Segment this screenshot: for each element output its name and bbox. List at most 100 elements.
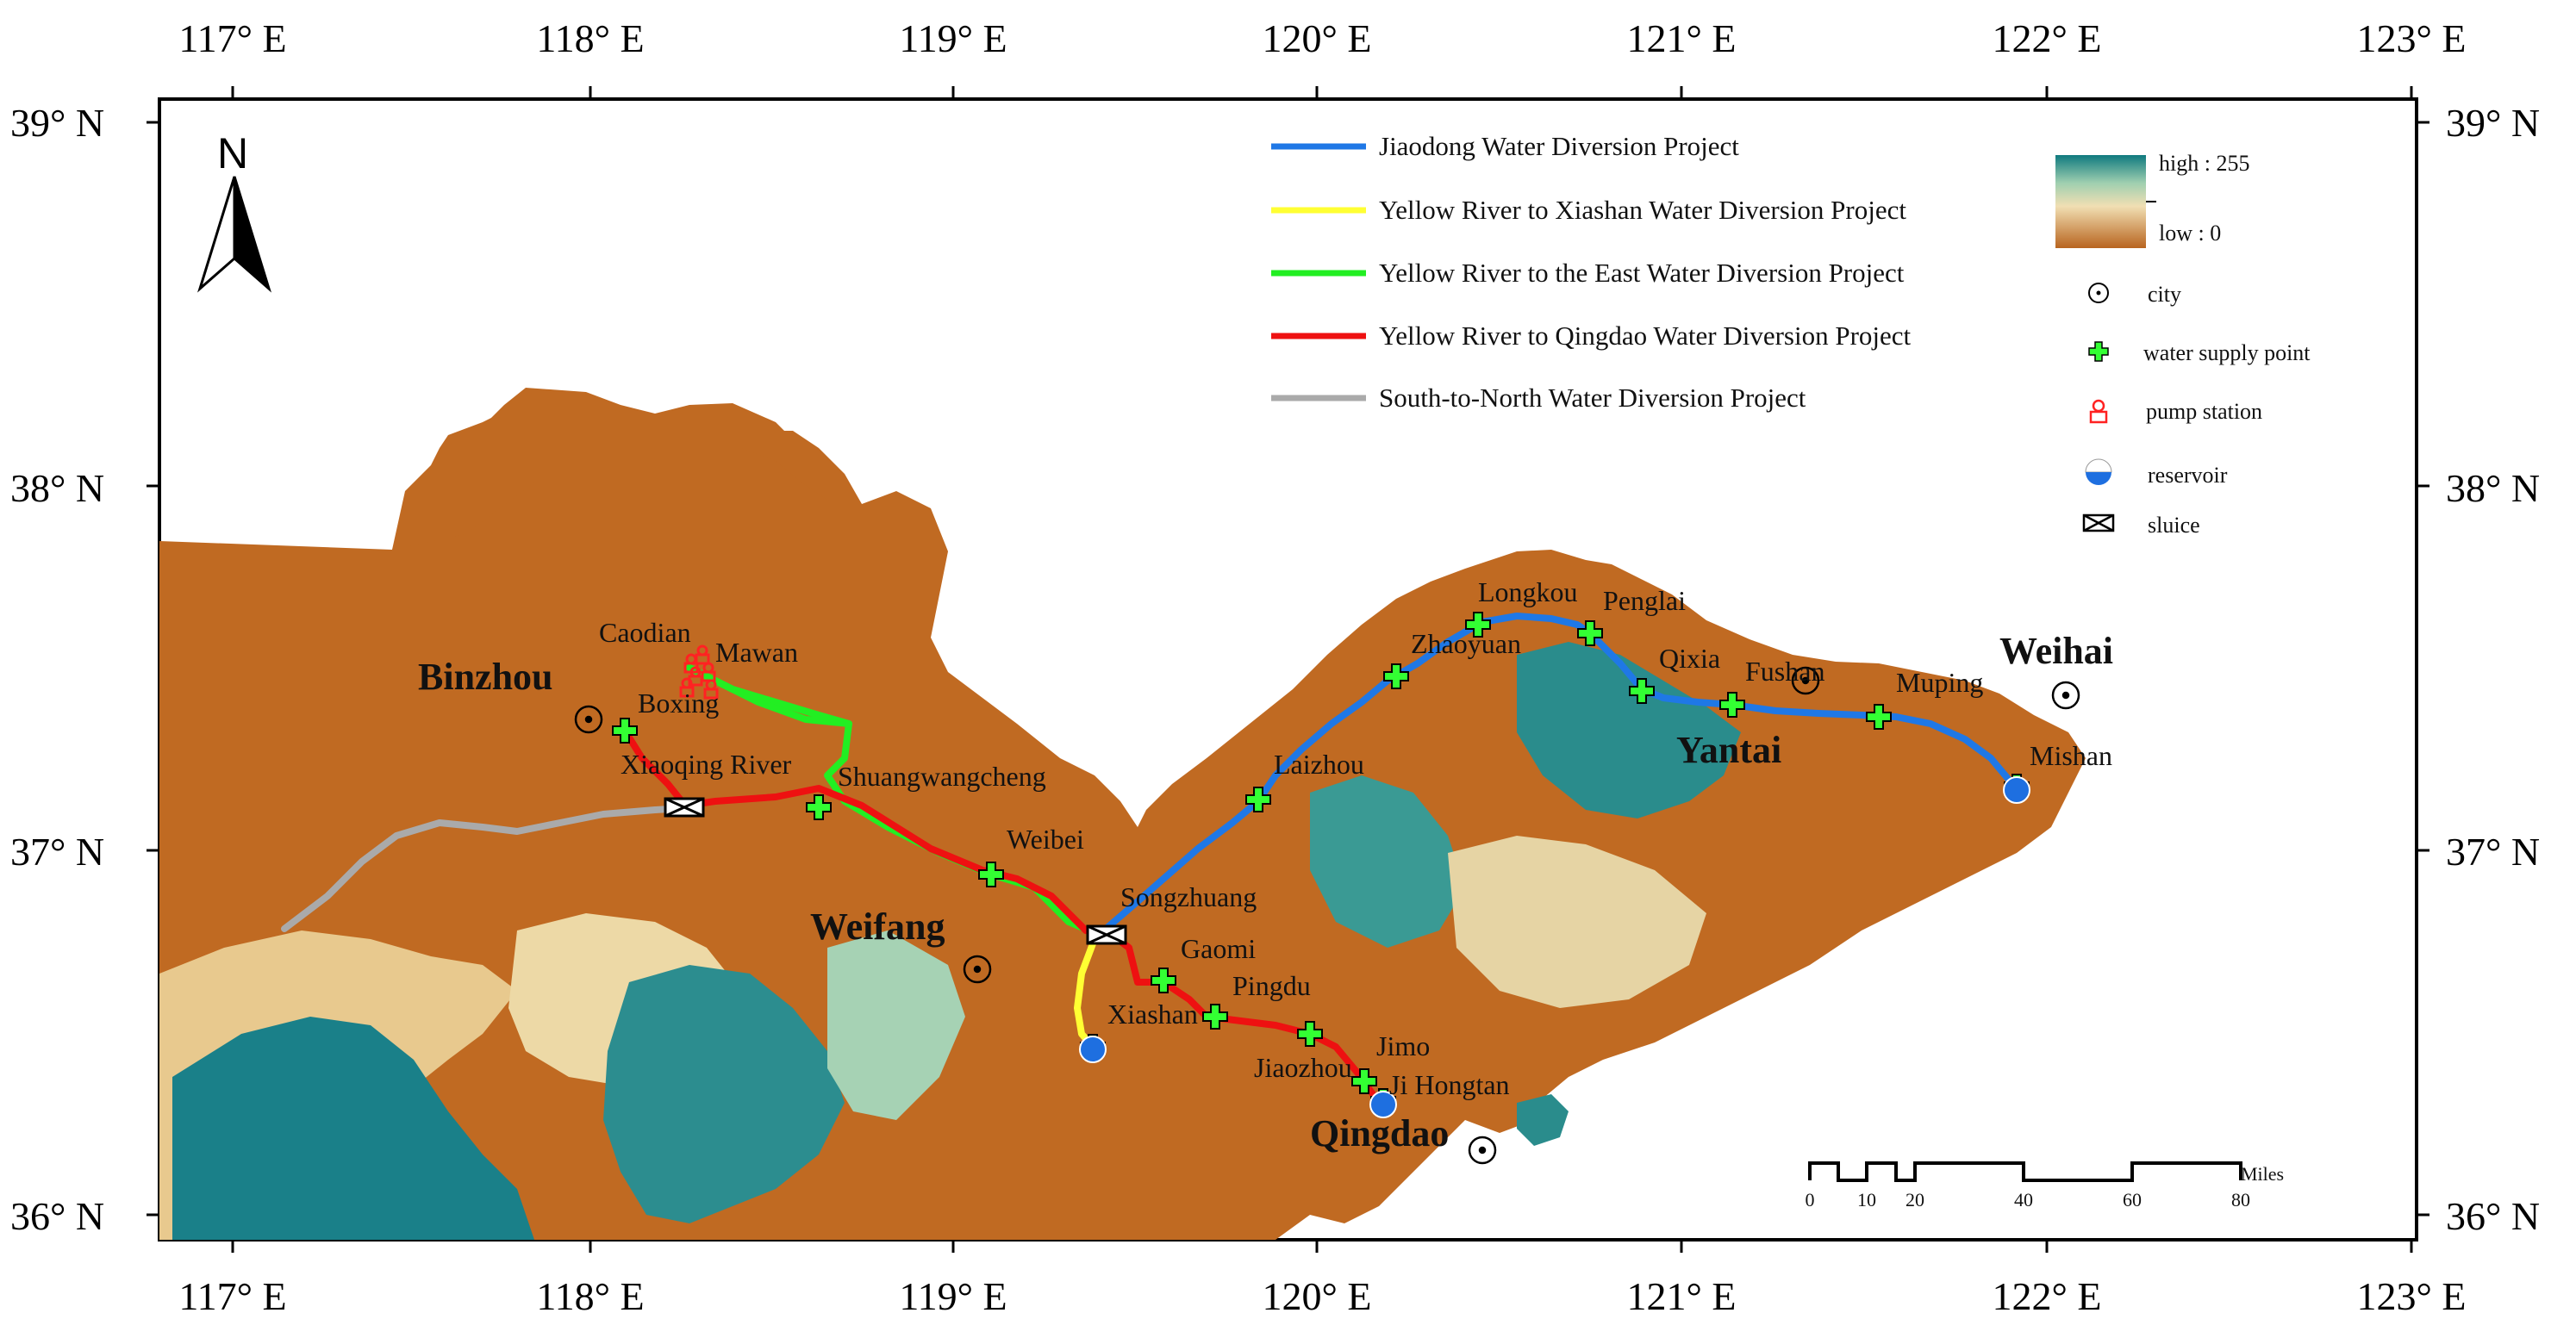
water-supply-point-icon [1577,620,1603,646]
water-supply-point-icon [1151,968,1176,993]
city-label-yantai: Yantai [1676,729,1781,771]
water-supply-point-icon [1719,692,1745,718]
water-supply-point-icon [1245,787,1271,812]
lat-label: 37° N [2446,830,2540,874]
lat-label: 38° N [10,466,104,510]
place-label: Qixia [1659,643,1720,674]
water-supply-point-icon [1351,1068,1377,1094]
water-supply-point-icon [1465,612,1491,638]
legend-symbol-label: sluice [2148,513,2200,538]
place-label: Fushan [1745,656,1824,687]
legend-label: Jiaodong Water Diversion Project [1379,131,1739,161]
reservoir-icon [2003,776,2030,804]
sluice-icon [2082,513,2115,532]
scale-tick: 80 [2231,1189,2250,1210]
place-label: Muping [1896,667,1983,698]
reservoir-icon [1369,1091,1397,1118]
place-label: Xiashan [1107,999,1198,1030]
city-symbols [574,666,2080,1165]
lat-label: 38° N [2446,466,2540,510]
lat-label: 39° N [10,101,104,145]
scale-bar: Miles 0 10 20 40 60 80 [1806,1161,2284,1210]
lon-label: 120° E [1263,16,1372,60]
place-label: Jiaozhou [1254,1052,1352,1083]
city-icon [2051,681,2080,710]
reservoir-icon [1079,1036,1107,1063]
place-label: Xiaoqing River [621,749,792,780]
route-yellow-to-qingdao [621,727,1382,1106]
legend-label: Yellow River to Xiashan Water Diversion … [1379,195,1906,225]
scale-tick: 10 [1857,1189,1876,1210]
lon-label: 122° E [1993,16,2102,60]
water-supply-point-icon [1202,1004,1228,1030]
lon-label: 123° E [2357,16,2467,60]
highland-east-inner [827,930,965,1120]
city-icon [1468,1136,1497,1165]
sluices [664,797,1127,945]
lon-label: 117° E [178,16,286,60]
scale-unit: Miles [2241,1163,2284,1185]
pump-station-icon [695,644,710,665]
water-supply-point-icon [1383,663,1409,689]
lon-label: 122° E [1993,1274,2102,1318]
laoshan-teal [1517,1094,1569,1146]
place-label: Caodian [599,617,691,648]
pump-station-icon [703,679,719,700]
water-supply-point-icon [978,862,1004,887]
city-label-weifang: Weifang [810,905,945,948]
place-label: Shuangwangcheng [838,761,1046,792]
highland-central [603,965,845,1223]
lon-label: 119° E [899,1274,1007,1318]
lon-label: 119° E [899,16,1007,60]
legend-label: South-to-North Water Diversion Project [1379,383,1806,413]
ramp-low-label: low : 0 [2159,221,2221,246]
scale-tick: 20 [1905,1189,1924,1210]
peninsula-teal [1517,642,1741,818]
city-label-weihai: Weihai [1999,630,2113,672]
route-yellow-to-east-b [686,664,852,727]
place-label: Longkou [1478,576,1578,607]
place-label: Jimo [1376,1030,1430,1061]
place-label: Laizhou [1274,749,1364,780]
water-supply-point-icon [612,718,638,744]
lon-label: 117° E [178,1274,286,1318]
lat-label: 36° N [2446,1194,2540,1238]
legend-symbol-label: reservoir [2148,463,2228,488]
legend-label: Yellow River to the East Water Diversion… [1379,258,1905,288]
peninsula-light [1448,836,1706,1008]
legend-symbol-label: city [2148,282,2181,307]
pump-station-icon [2089,399,2108,424]
water-supply-point-icon [2088,341,2109,362]
place-labels: Caodian Mawan Boxing Xiaoqing River Shua… [599,576,2112,1100]
sluice-icon [664,797,705,818]
lon-label: 118° E [536,1274,644,1318]
legend-symbol-label: water supply point [2143,340,2311,365]
city-icon [1791,666,1820,695]
scale-tick: 40 [2014,1189,2033,1210]
lat-label: 36° N [10,1194,104,1238]
legend-symbol-label: pump station [2146,399,2262,424]
scale-tick: 0 [1806,1189,1815,1210]
city-label-qingdao: Qingdao [1310,1112,1449,1154]
lon-label: 120° E [1263,1274,1372,1318]
place-label: Boxing [638,688,719,719]
city-labels: Binzhou Weifang Yantai Weihai Qingdao [418,630,2113,1154]
water-supply-point-icon [1866,704,1892,730]
water-supply-point-icon [1297,1021,1323,1047]
sluice-icon [1086,924,1127,945]
lon-label: 121° E [1627,16,1737,60]
place-label: Mishan [2030,740,2112,771]
pump-stations [679,644,719,700]
lat-label: 39° N [2446,101,2540,145]
peninsula-teal-2 [1310,775,1465,948]
place-label: Ji Hongtan [1389,1069,1510,1100]
legend-symbols: high : 255 low : 0 city water supply poi… [2055,151,2311,538]
place-label: Zhaoyuan [1411,628,1521,659]
reservoir-icon [2085,458,2112,485]
place-label: Weibei [1007,824,1084,855]
lon-label: 123° E [2357,1274,2467,1318]
city-icon [2088,283,2109,303]
city-icon [963,955,992,984]
elevation-ramp [2055,155,2146,248]
